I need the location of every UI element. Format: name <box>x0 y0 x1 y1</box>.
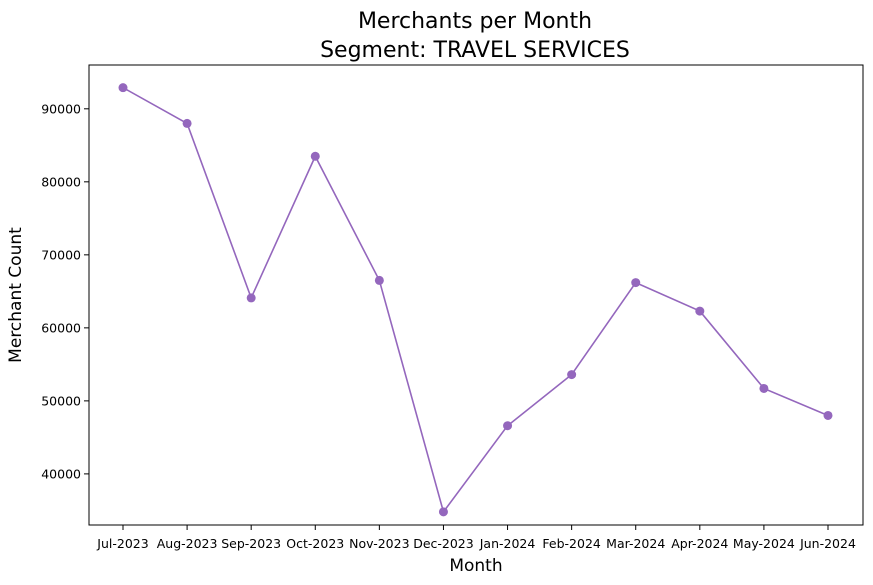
data-point <box>695 306 705 316</box>
series-markers <box>118 83 833 517</box>
y-tick-label: 90000 <box>41 101 81 116</box>
x-tick-label: Jul-2023 <box>96 536 148 551</box>
series-line <box>122 86 829 514</box>
y-tick-label: 80000 <box>41 174 81 189</box>
data-point <box>182 118 192 128</box>
chart-subtitle: Segment: TRAVEL SERVICES <box>320 38 630 63</box>
y-tick-label: 40000 <box>41 466 81 481</box>
data-point <box>823 410 833 420</box>
x-tick-label: Aug-2023 <box>157 536 218 551</box>
data-point <box>310 151 320 161</box>
x-axis-ticks: Jul-2023 Aug-2023 Sep-2023 Oct-2023 Nov-2023… <box>96 525 856 551</box>
plot-frame <box>88 64 864 526</box>
data-point <box>118 83 128 93</box>
data-point <box>631 278 641 288</box>
x-axis-label: Month <box>449 556 502 576</box>
x-tick-label: Dec-2023 <box>413 536 474 551</box>
x-tick-label: Jun-2024 <box>799 536 856 551</box>
chart-title: Merchants per Month <box>358 9 592 34</box>
plot-area <box>118 83 833 517</box>
x-tick-label: Nov-2023 <box>349 536 409 551</box>
y-axis-ticks: 40000 50000 60000 70000 80000 90000 <box>41 101 89 481</box>
y-tick-label: 50000 <box>41 393 81 408</box>
data-point <box>759 383 769 393</box>
x-tick-label: Sep-2023 <box>221 536 281 551</box>
x-tick-label: Oct-2023 <box>286 536 344 551</box>
y-tick-label: 60000 <box>41 320 81 335</box>
data-point <box>374 275 384 285</box>
x-tick-label: Mar-2024 <box>606 536 665 551</box>
data-point <box>567 370 577 380</box>
x-tick-label: Apr-2024 <box>671 536 728 551</box>
x-tick-label: Feb-2024 <box>542 536 601 551</box>
data-point <box>246 293 256 303</box>
x-tick-label: Jan-2024 <box>479 536 536 551</box>
x-tick-label: May-2024 <box>733 536 795 551</box>
y-axis-label: Merchant Count <box>6 227 26 363</box>
y-tick-label: 70000 <box>41 247 81 262</box>
data-point <box>438 507 448 517</box>
data-point <box>503 421 513 431</box>
